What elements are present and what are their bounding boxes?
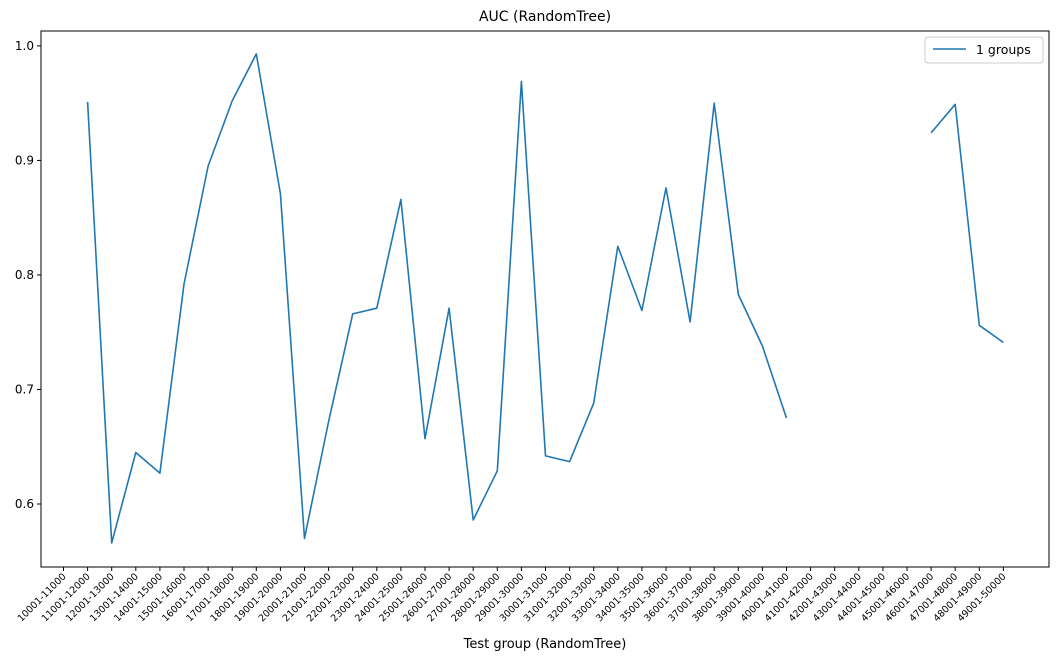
y-axis: 0.6 0.7 0.8 0.9 1.0 [15,39,41,511]
series-line-layer [86,53,1004,544]
y-tick-label: 0.7 [15,382,34,396]
plot-area [40,30,1050,568]
y-tick-label: 1.0 [15,39,34,53]
legend: 1 groups [924,36,1044,64]
y-tick-label: 0.9 [15,153,34,167]
y-tick-label: 0.8 [15,268,34,282]
x-axis-label: Test group (RandomTree) [463,637,627,652]
x-axis: 10001-1100011001-1200012001-1300013001-1… [16,567,1009,624]
plot-frame [40,30,1050,568]
y-tick-label: 0.6 [15,497,34,511]
legend-box [924,36,1044,64]
chart-title: AUC (RandomTree) [479,9,611,25]
series-line [930,103,1004,344]
series-line [86,53,788,544]
legend-label: 1 groups [976,42,1031,57]
